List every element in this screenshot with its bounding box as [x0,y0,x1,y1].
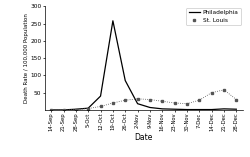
St. Louis [87,108,90,109]
St. Louis [173,102,176,104]
St. Louis [50,109,53,111]
Legend: Philadelphia, St. Louis: Philadelphia, St. Louis [186,8,241,25]
Philadelphia [148,107,152,108]
St. Louis [62,109,65,111]
St. Louis [148,99,152,100]
Philadelphia [87,107,90,109]
St. Louis [222,89,226,91]
St. Louis [112,102,114,104]
Philadelphia [161,108,164,110]
Philadelphia [62,109,65,111]
Philadelphia [112,20,114,22]
Line: Philadelphia: Philadelphia [51,21,236,110]
Line: St. Louis: St. Louis [50,89,238,111]
Philadelphia [50,109,53,111]
St. Louis [235,99,238,100]
Philadelphia [235,108,238,110]
Philadelphia [124,80,127,81]
St. Louis [99,106,102,107]
St. Louis [136,98,139,100]
Philadelphia [198,109,201,111]
St. Louis [161,100,164,102]
Y-axis label: Death Rate / 100,000 Population: Death Rate / 100,000 Population [24,13,29,103]
Philadelphia [222,108,226,110]
St. Louis [198,99,201,101]
X-axis label: Date: Date [134,133,153,142]
Philadelphia [173,108,176,110]
St. Louis [124,99,127,101]
Philadelphia [99,95,102,97]
St. Louis [186,103,188,105]
Philadelphia [136,103,139,105]
Philadelphia [210,109,213,111]
Philadelphia [186,109,188,111]
St. Louis [74,109,77,111]
Philadelphia [74,108,77,110]
St. Louis [210,92,213,94]
